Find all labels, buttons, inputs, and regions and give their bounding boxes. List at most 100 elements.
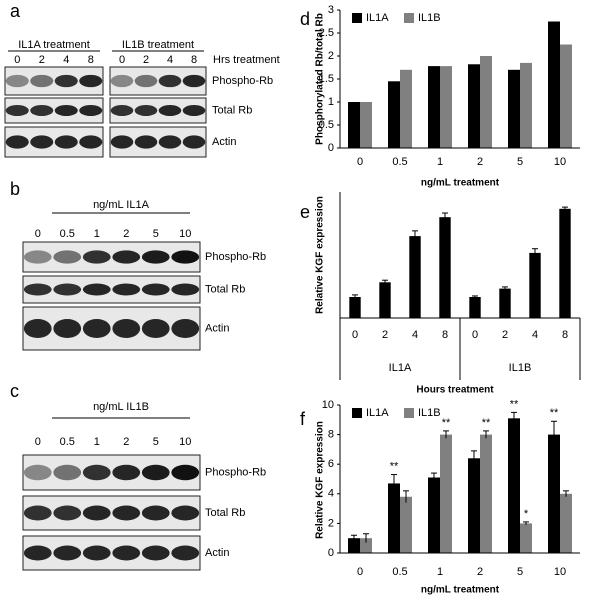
blot-band [110, 74, 134, 88]
row-label: Phospho-Rb [212, 75, 273, 87]
blot-band [5, 135, 29, 149]
y-tick-label: 2 [328, 50, 334, 62]
lane-label: 1 [94, 436, 100, 448]
legend-swatch [404, 13, 414, 23]
group-title: ng/mL IL1B [93, 401, 149, 413]
legend-label: IL1A [366, 12, 389, 24]
group-title: IL1A treatment [18, 39, 90, 51]
lane-label: 8 [191, 54, 197, 66]
bar [468, 64, 480, 148]
legend-label: IL1B [418, 407, 441, 419]
blot-band [182, 105, 206, 116]
panel-letter: d [300, 9, 310, 29]
blot-band [53, 505, 82, 521]
significance: ** [442, 417, 451, 429]
blot-band [79, 105, 103, 116]
bar [400, 496, 412, 553]
legend-label: IL1A [366, 407, 389, 419]
bar [388, 81, 400, 148]
x-tick-label: 0.5 [392, 156, 407, 168]
blot-band [171, 283, 200, 296]
legend-swatch [352, 408, 362, 418]
row-label: Actin [212, 136, 236, 148]
blot-band [53, 250, 82, 264]
bar [508, 69, 520, 148]
bar [349, 297, 361, 318]
bar [409, 236, 421, 318]
x-tick-label: 2 [502, 329, 508, 341]
bar [388, 483, 400, 553]
blot-band [30, 74, 54, 88]
blot-band [171, 250, 200, 264]
blot-band [53, 464, 82, 481]
blot-band [141, 464, 170, 481]
lane-label: 5 [153, 436, 159, 448]
blot-band [82, 545, 111, 561]
blot-frame [22, 535, 201, 571]
blot-band [141, 250, 170, 264]
row-label: Phospho-Rb [205, 251, 266, 263]
x-tick-label: 0 [357, 156, 363, 168]
bar [480, 56, 492, 148]
bar [439, 217, 451, 318]
x-tick-label: 0 [352, 329, 358, 341]
y-tick-label: 1 [328, 96, 334, 108]
blot-band [79, 135, 103, 149]
blot-frame [22, 454, 201, 491]
x-tick-label: 5 [517, 566, 523, 578]
blot-band [171, 464, 200, 481]
y-tick-label: 10 [322, 399, 334, 411]
lane-label: 4 [63, 54, 69, 66]
legend-label: IL1B [418, 12, 441, 24]
blot-band [54, 135, 78, 149]
significance: ** [390, 460, 399, 472]
bar [559, 208, 571, 318]
group-label: IL1B [509, 362, 532, 374]
x-tick-label: 2 [477, 156, 483, 168]
blot-band [110, 135, 134, 149]
bar [440, 66, 452, 148]
legend-swatch [352, 13, 362, 23]
x-tick-label: 4 [412, 329, 418, 341]
blot-band [171, 319, 200, 338]
panel-letter: b [10, 179, 20, 199]
blot-band [134, 135, 158, 149]
lane-label: 4 [167, 54, 173, 66]
blot-band [112, 283, 141, 296]
blot-band [23, 545, 52, 561]
blot-frame [22, 241, 201, 273]
blot-band [158, 74, 182, 88]
bar [520, 62, 532, 148]
x-tick-label: 2 [382, 329, 388, 341]
blot-band [134, 105, 158, 116]
blot-band [141, 505, 170, 521]
x-tick-label: 10 [554, 156, 566, 168]
lane-label: 0 [14, 54, 20, 66]
bar [529, 252, 541, 318]
row-label: Total Rb [205, 507, 245, 519]
lane-label: 0.5 [60, 228, 75, 240]
blot-frame [22, 306, 201, 351]
lane-label: 8 [88, 54, 94, 66]
bar [548, 21, 560, 148]
lane-axis-label: Hrs treatment [213, 54, 280, 66]
y-tick-label: 3 [328, 4, 334, 16]
blot-band [141, 283, 170, 296]
blot-band [53, 545, 82, 561]
blot-band [112, 464, 141, 481]
blot-band [110, 105, 134, 116]
row-label: Total Rb [205, 283, 245, 295]
row-label: Actin [205, 547, 229, 559]
group-title: IL1B treatment [122, 39, 194, 51]
lane-label: 10 [179, 436, 191, 448]
blot-band [23, 505, 52, 521]
lane-label: 2 [39, 54, 45, 66]
bar [428, 477, 440, 553]
bar [520, 523, 532, 553]
blot-band [5, 74, 29, 88]
x-tick-label: 10 [554, 566, 566, 578]
significance: ** [550, 407, 559, 419]
blot-band [53, 319, 82, 338]
panel-letter: a [10, 1, 21, 21]
y-axis-title: Phosphorylated Rb/total Rb [315, 13, 326, 145]
